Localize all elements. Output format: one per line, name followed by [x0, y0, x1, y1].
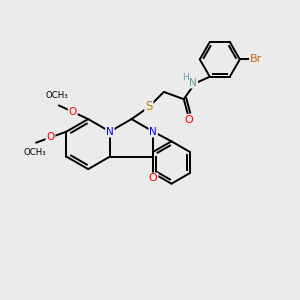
Text: H: H: [182, 73, 189, 82]
Text: OCH₃: OCH₃: [46, 91, 69, 100]
Text: OCH₃: OCH₃: [23, 148, 46, 157]
Text: N: N: [149, 127, 157, 136]
Text: N: N: [189, 78, 197, 88]
Text: O: O: [69, 107, 77, 117]
Text: N: N: [106, 127, 114, 136]
Text: O: O: [184, 115, 193, 125]
Text: O: O: [149, 173, 158, 183]
Text: S: S: [145, 100, 153, 113]
Text: O: O: [46, 132, 55, 142]
Text: Br: Br: [250, 54, 262, 64]
